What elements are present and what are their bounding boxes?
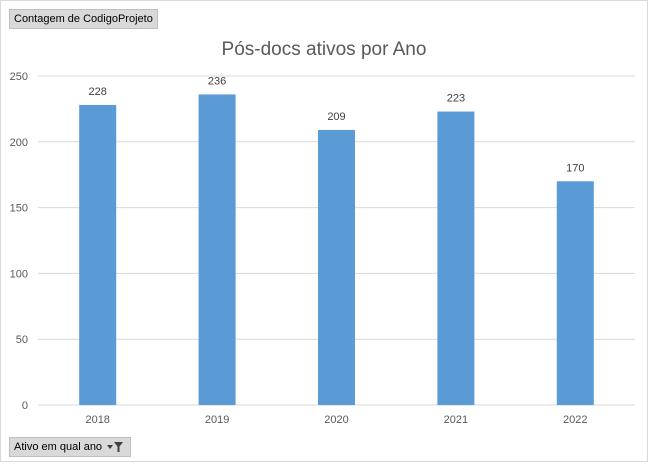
chart-title: Pós-docs ativos por Ano [222,39,427,60]
y-tick-label: 200 [10,137,28,149]
data-label: 209 [327,111,345,123]
y-tick-label: 250 [10,71,28,83]
x-tick-label: 2021 [444,414,468,426]
value-field-button[interactable]: Contagem de CodigoProjeto [9,9,158,29]
data-label: 170 [566,162,584,174]
y-tick-label: 100 [10,268,28,280]
bar[interactable] [437,111,475,406]
data-labels: 228 236 209 223 170 [89,75,585,174]
y-axis-ticks: 0 50 100 150 200 250 [10,71,28,412]
axis-field-label: Ativo em qual ano [14,441,103,453]
bar[interactable] [317,129,356,405]
y-tick-label: 150 [10,203,28,215]
data-label: 236 [208,75,226,87]
x-tick-label: 2019 [205,414,229,426]
dropdown-filter-icon[interactable] [106,438,124,456]
y-tick-label: 0 [22,400,28,412]
x-tick-label: 2020 [324,414,348,426]
axis-field-filter-button[interactable]: Ativo em qual ano [9,437,132,457]
data-label: 223 [447,93,465,105]
value-field-label: Contagem de CodigoProjeto [14,13,153,25]
x-axis-ticks: 2018 2019 2020 2021 2022 [85,414,587,426]
x-tick-label: 2022 [563,414,587,426]
bar[interactable] [198,94,236,405]
bars [79,94,594,406]
data-label: 228 [89,86,107,98]
y-tick-label: 50 [16,334,28,346]
x-tick-label: 2018 [85,414,109,426]
bar[interactable] [556,181,594,405]
bar[interactable] [79,104,117,406]
